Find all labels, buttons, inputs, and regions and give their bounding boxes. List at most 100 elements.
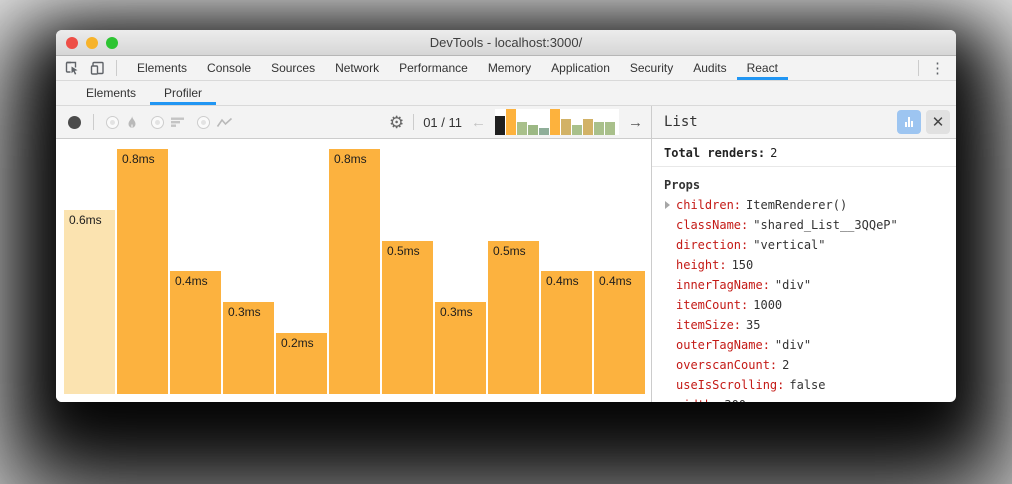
total-renders-row: Total renders: 2 bbox=[652, 139, 956, 167]
more-options-icon[interactable]: ⋮ bbox=[930, 59, 945, 77]
ranked-view-radio[interactable] bbox=[151, 115, 185, 129]
thumbnail-commit-bar[interactable] bbox=[594, 122, 604, 135]
commit-bar[interactable]: 0.3ms bbox=[223, 302, 274, 394]
bar-duration-label: 0.8ms bbox=[122, 152, 155, 166]
prop-row: height: 150 bbox=[664, 255, 944, 275]
prop-value: ItemRenderer() bbox=[746, 198, 848, 212]
divider bbox=[116, 60, 117, 76]
inspect-element-icon[interactable] bbox=[64, 60, 80, 76]
total-renders-value: 2 bbox=[770, 145, 778, 160]
prop-value: "div" bbox=[774, 278, 812, 292]
prop-value: "shared_List__3QQeP" bbox=[753, 218, 898, 232]
thumbnail-commit-bar[interactable] bbox=[495, 116, 505, 135]
prop-key: width: bbox=[676, 395, 719, 402]
device-toolbar-icon[interactable] bbox=[90, 60, 106, 76]
prop-key: direction: bbox=[676, 238, 749, 252]
prop-row: width: 300 bbox=[664, 395, 944, 402]
thumbnail-commit-bar[interactable] bbox=[583, 119, 593, 135]
divider bbox=[413, 114, 415, 130]
commit-bar[interactable]: 0.4ms bbox=[594, 271, 645, 394]
subtab-elements[interactable]: Elements bbox=[86, 85, 137, 100]
window-title: DevTools - localhost:3000/ bbox=[429, 35, 583, 50]
thumbnail-commit-bar[interactable] bbox=[539, 128, 549, 135]
commit-bar[interactable]: 0.6ms bbox=[64, 210, 115, 394]
thumbnail-commit-bar[interactable] bbox=[550, 109, 560, 135]
prop-key: overscanCount: bbox=[676, 358, 778, 372]
tab-elements[interactable]: Elements bbox=[137, 60, 188, 75]
render-chart-button[interactable] bbox=[897, 110, 921, 134]
prop-key: outerTagName: bbox=[676, 338, 770, 352]
prop-key: useIsScrolling: bbox=[676, 378, 785, 392]
prop-key: innerTagName: bbox=[676, 278, 770, 292]
close-window-button[interactable] bbox=[66, 36, 78, 49]
tab-react[interactable]: React bbox=[736, 56, 788, 80]
expander-triangle-icon[interactable] bbox=[665, 201, 670, 209]
prop-row: innerTagName: "div" bbox=[664, 275, 944, 295]
thumbnail-commit-bar[interactable] bbox=[605, 122, 615, 135]
tab-performance[interactable]: Performance bbox=[399, 60, 468, 75]
bar-duration-label: 0.5ms bbox=[493, 244, 526, 258]
window-titlebar[interactable]: DevTools - localhost:3000/ bbox=[56, 30, 956, 56]
commit-bar[interactable]: 0.4ms bbox=[170, 271, 221, 394]
prop-key: className: bbox=[676, 218, 749, 232]
bar-duration-label: 0.6ms bbox=[69, 213, 102, 227]
previous-commit-arrow-icon[interactable]: ← bbox=[471, 113, 486, 131]
tab-network[interactable]: Network bbox=[335, 60, 380, 75]
bar-duration-label: 0.4ms bbox=[599, 274, 632, 288]
zoom-window-button[interactable] bbox=[106, 36, 118, 49]
radio-icon bbox=[197, 115, 210, 129]
tab-sources[interactable]: Sources bbox=[271, 60, 316, 75]
commit-bar[interactable]: 0.8ms bbox=[117, 149, 168, 394]
prop-key: height: bbox=[676, 258, 727, 272]
close-panel-button[interactable]: ✕ bbox=[926, 110, 950, 134]
commit-bar[interactable]: 0.2ms bbox=[276, 333, 327, 394]
prop-value: false bbox=[789, 378, 826, 392]
tab-memory[interactable]: Memory bbox=[487, 60, 532, 75]
prop-row: itemSize: 35 bbox=[664, 315, 944, 335]
prop-key: itemSize: bbox=[676, 318, 742, 332]
interactions-view-radio[interactable] bbox=[197, 115, 233, 129]
commit-bar[interactable]: 0.5ms bbox=[382, 241, 433, 394]
prop-key: itemCount: bbox=[676, 298, 749, 312]
next-commit-arrow-icon[interactable]: → bbox=[628, 113, 643, 131]
settings-gear-icon[interactable]: ⚙ bbox=[388, 112, 405, 132]
tab-audits[interactable]: Audits bbox=[693, 60, 727, 75]
props-section: Props children: ItemRenderer() className: "… bbox=[652, 167, 956, 402]
commit-bar[interactable]: 0.4ms bbox=[541, 271, 592, 394]
devtools-tabs: Elements Console Sources Network Performance… bbox=[127, 56, 788, 80]
thumbnail-commit-bar[interactable] bbox=[572, 125, 582, 135]
commit-bar[interactable]: 0.8ms bbox=[329, 149, 380, 394]
divider bbox=[93, 114, 94, 130]
total-renders-label: Total renders: bbox=[664, 145, 766, 160]
flame-icon bbox=[128, 115, 136, 128]
bar-duration-label: 0.4ms bbox=[175, 274, 208, 288]
tab-security[interactable]: Security bbox=[629, 60, 674, 75]
close-icon: ✕ bbox=[931, 114, 945, 131]
thumbnail-commit-bar[interactable] bbox=[561, 119, 571, 135]
props-list: children: ItemRenderer() className: "shared… bbox=[664, 195, 944, 402]
prop-value: 1000 bbox=[753, 298, 783, 312]
commit-thumbnail-chart[interactable] bbox=[495, 109, 619, 135]
record-button[interactable] bbox=[68, 115, 81, 129]
radio-icon bbox=[151, 115, 164, 129]
thumbnail-commit-bar[interactable] bbox=[528, 125, 538, 135]
subtab-profiler[interactable]: Profiler bbox=[150, 81, 217, 105]
details-panel-header: List ✕ bbox=[652, 106, 956, 139]
thumbnail-commit-bar[interactable] bbox=[506, 109, 516, 135]
interactions-chart-icon bbox=[216, 117, 233, 127]
commit-bar[interactable]: 0.5ms bbox=[488, 241, 539, 394]
bar-chart-icon bbox=[905, 117, 913, 127]
minimize-window-button[interactable] bbox=[86, 36, 98, 49]
tab-console[interactable]: Console bbox=[207, 60, 252, 75]
prop-value: 300 bbox=[724, 395, 746, 402]
ranked-chart-icon bbox=[171, 117, 184, 127]
prop-value: "vertical" bbox=[753, 238, 826, 252]
bar-duration-label: 0.4ms bbox=[546, 274, 579, 288]
thumbnail-commit-bar[interactable] bbox=[517, 122, 527, 135]
commit-bar[interactable]: 0.3ms bbox=[435, 302, 486, 394]
radio-icon bbox=[106, 115, 119, 129]
devtools-tabbar: Elements Console Sources Network Performance… bbox=[56, 56, 956, 81]
flamegraph-view-radio[interactable] bbox=[106, 115, 139, 130]
prop-value: "div" bbox=[774, 338, 812, 352]
tab-application[interactable]: Application bbox=[551, 60, 610, 75]
